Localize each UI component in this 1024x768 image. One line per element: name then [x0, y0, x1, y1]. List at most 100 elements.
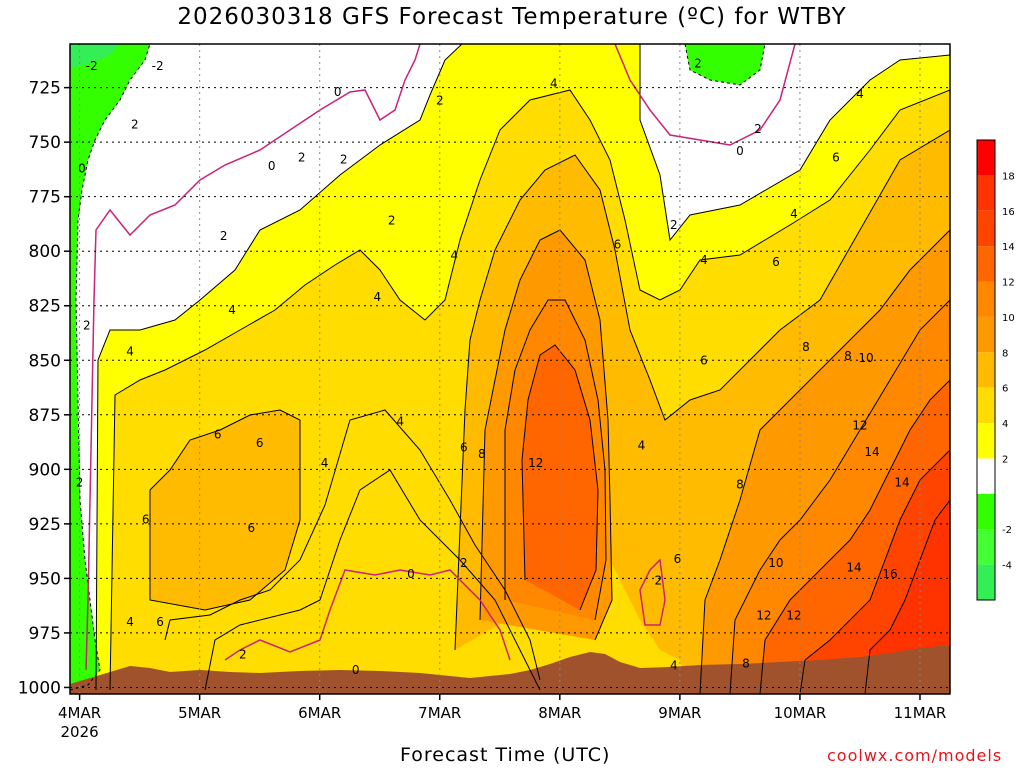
zero-isotherm — [85, 44, 796, 671]
y-tick-label: 750 — [29, 133, 61, 153]
x-tick-label: 10MAR — [774, 704, 827, 722]
contour-label: 2 — [754, 122, 762, 136]
colorbar: 18 16 14 12 10 8 6 4 2 -2 -4 — [976, 139, 1015, 601]
x-axis: 4MAR 5MAR 6MAR 7MAR 8MAR 9MAR 10MAR 11MAR 2026 — [58, 694, 946, 741]
contour-line-12a — [521, 344, 599, 611]
contour-line-2 — [95, 44, 463, 691]
colorbar-band — [977, 458, 995, 494]
x-tick-label: 4MAR — [58, 704, 101, 722]
contour-label: 4 — [126, 615, 134, 629]
x-tick-year: 2026 — [61, 723, 99, 741]
contour-label: 14 — [846, 560, 861, 574]
contour-label: 2 — [76, 475, 84, 489]
colorbar-band — [977, 564, 995, 600]
colorbar-tick-label: 10 — [1002, 313, 1015, 324]
contour-label: 14 — [894, 475, 909, 489]
contour-label: 12 — [852, 419, 867, 433]
x-tick-label: 5MAR — [178, 704, 221, 722]
contour-label: 2 — [436, 94, 444, 108]
colorbar-band — [977, 175, 995, 211]
colorbar-band — [977, 210, 995, 247]
y-tick-label: 800 — [29, 242, 61, 262]
contour-line-12b — [759, 379, 950, 694]
y-tick-label: 850 — [29, 351, 61, 371]
terrain-surface — [70, 645, 950, 694]
contour-label: 4 — [700, 253, 708, 267]
contour-label: 12 — [528, 456, 543, 470]
colorbar-tick-label: 16 — [1002, 207, 1015, 218]
band-12-14 — [522, 345, 950, 694]
colorbar-band — [977, 387, 995, 424]
colorbar-tick-label: 2 — [1002, 454, 1008, 465]
contour-line-6a — [149, 409, 301, 611]
contour-label: 6 — [256, 436, 264, 450]
contour-label: 8 — [478, 447, 486, 461]
colorbar-tick-label: -2 — [1002, 525, 1012, 536]
contour-label: 14 — [864, 445, 879, 459]
contour-label: 6 — [674, 552, 682, 566]
contour-line-4b — [164, 409, 541, 681]
colorbar-tick-label: 18 — [1002, 171, 1015, 182]
colorbar-band — [977, 140, 995, 176]
contour-label: 12 — [786, 608, 801, 622]
colorbar-band — [977, 316, 995, 353]
contour-label: 6 — [832, 150, 840, 164]
contour-label: 4 — [790, 207, 798, 221]
contour-label: 8 — [742, 656, 750, 670]
x-tick-label: 11MAR — [894, 704, 947, 722]
contour-label: 4 — [396, 414, 404, 428]
contour-label: 2 — [694, 57, 702, 71]
contour-label: 6 — [700, 353, 708, 367]
contour-line-16 — [864, 499, 950, 694]
y-axis: 725 750 775 800 825 850 875 900 925 950 975 1000 — [18, 79, 70, 698]
zero-line-a — [85, 44, 421, 671]
contour-line-10b — [729, 299, 950, 694]
contour-label: 10 — [858, 351, 873, 365]
y-tick-label: 725 — [29, 79, 61, 99]
y-tick-label: 975 — [29, 624, 61, 644]
zero-line-c — [614, 44, 796, 146]
contour-label: 6 — [214, 427, 222, 441]
colorbar-band — [977, 352, 995, 388]
contour-label: 12 — [756, 608, 771, 622]
y-tick-label: 925 — [29, 515, 61, 535]
contour-label: 2 — [340, 153, 348, 167]
colorbar-tick-label: 14 — [1002, 242, 1015, 253]
contour-label: 0 — [78, 161, 86, 175]
contour-line-2c — [204, 469, 541, 691]
contour-label: -2 — [86, 59, 98, 73]
contour-label: 4 — [856, 87, 864, 101]
x-axis-title: Forecast Time (UTC) — [400, 744, 611, 766]
colorbar-tick-label: 6 — [1002, 384, 1008, 395]
contour-line-8b — [699, 229, 950, 694]
zero-line-b — [224, 569, 511, 661]
contour-line-10a — [504, 299, 607, 621]
x-tick-label: 9MAR — [658, 704, 701, 722]
contour-line-2b — [639, 44, 950, 242]
contour-label: 6 — [247, 521, 255, 535]
colorbar-band — [977, 423, 995, 459]
y-tick-label: 775 — [29, 188, 61, 208]
contour-label: 2 — [220, 229, 228, 243]
y-tick-label: 825 — [29, 297, 61, 317]
contour-line-6b — [454, 129, 950, 651]
contour-label: -2 — [152, 59, 164, 73]
colorbar-band — [977, 529, 995, 565]
y-tick-label: 1000 — [18, 678, 61, 698]
contour-label: 0 — [407, 567, 415, 581]
contour-label: 4 — [450, 249, 458, 263]
contour-label: 2 — [239, 648, 247, 662]
contour-label: 4 — [550, 76, 558, 90]
contour-label: 4 — [321, 456, 329, 470]
contour-label: 6 — [142, 513, 150, 527]
colorbar-band — [977, 246, 995, 282]
contour-label: 2 — [388, 214, 396, 228]
contour-label: 2 — [131, 118, 139, 132]
zero-line-d — [639, 558, 666, 626]
temperature-field — [70, 44, 950, 694]
x-tick-label: 6MAR — [298, 704, 341, 722]
colorbar-band — [977, 493, 995, 530]
colorbar-tick-label: 12 — [1002, 278, 1015, 289]
band-16-18 — [865, 500, 950, 694]
